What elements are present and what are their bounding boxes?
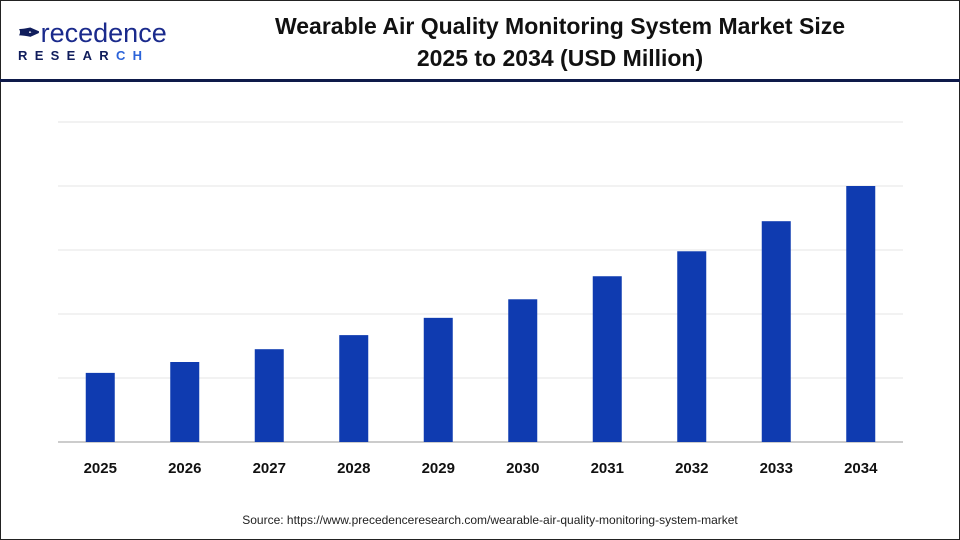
header: ✒recedence RESEARCH Wearable Air Quality… — [0, 0, 960, 82]
logo-icon: ✒ — [18, 18, 41, 48]
x-tick-label: 2026 — [168, 460, 201, 477]
bar-2033 — [761, 221, 791, 442]
x-tick-label: 2027 — [253, 460, 286, 477]
x-tick-label: 2025 — [84, 460, 117, 477]
bar-2032 — [677, 251, 707, 442]
x-tick-label: 2028 — [337, 460, 370, 477]
bar-2034 — [846, 186, 876, 442]
title-line-2: 2025 to 2034 (USD Million) — [416, 45, 704, 71]
bar-2030 — [508, 299, 538, 442]
bar-2027 — [254, 349, 284, 442]
source-text: Source: https://www.precedenceresearch.c… — [242, 513, 738, 527]
chart-title: Wearable Air Quality Monitoring System M… — [200, 10, 920, 74]
bar-2025 — [85, 372, 115, 442]
bar-2031 — [592, 276, 622, 442]
precedence-research-logo: ✒recedence RESEARCH — [18, 18, 167, 64]
x-tick-label: 2032 — [675, 460, 708, 477]
logo-text-bottom: RESEARCH — [18, 48, 150, 63]
x-tick-label: 2031 — [591, 460, 624, 477]
logo-text-top: recedence — [40, 18, 167, 48]
x-tick-label: 2034 — [844, 460, 878, 477]
x-tick-label: 2029 — [422, 460, 455, 477]
x-tick-label: 2033 — [760, 460, 793, 477]
bar-2026 — [170, 362, 200, 442]
x-tick-label: 2030 — [506, 460, 539, 477]
bar-2029 — [423, 317, 453, 442]
bar-2028 — [339, 335, 369, 442]
title-line-1: Wearable Air Quality Monitoring System M… — [274, 13, 846, 39]
